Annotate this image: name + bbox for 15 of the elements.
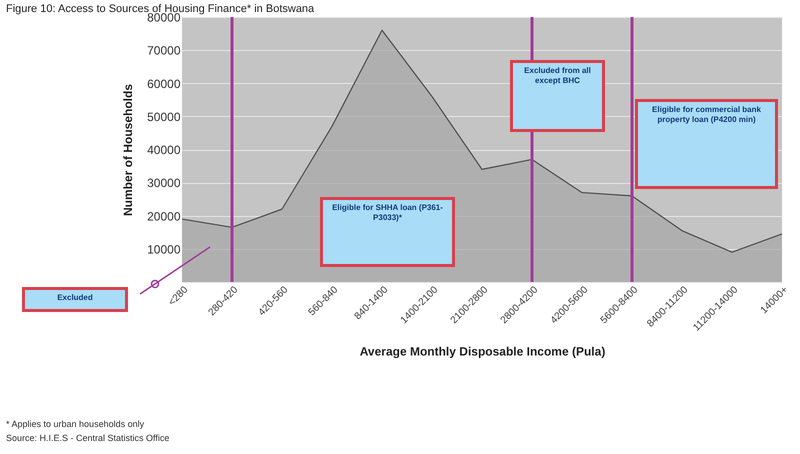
y-tick-label: 40000 <box>147 143 181 157</box>
text: * Applies to urban households only <box>6 419 145 429</box>
x-axis-title: Average Monthly Disposable Income (Pula) <box>360 344 606 359</box>
y-tick-label: 10000 <box>147 242 181 256</box>
y-axis-title: Number of Households <box>121 84 136 216</box>
y-tick-label: 30000 <box>147 176 181 190</box>
y-tick-label: 60000 <box>147 76 181 91</box>
note-box: Excluded <box>22 287 128 312</box>
note-box: Excluded from all except BHC <box>510 60 605 132</box>
note-box: Eligible for SHHA loan (P361-P3033)* <box>320 197 455 267</box>
y-tick-label: 50000 <box>147 110 181 124</box>
note-box: Eligible for commercial bank property loan (P4200 min) <box>635 99 778 189</box>
y-tick-label: 20000 <box>147 209 181 224</box>
y-tick-label: 70000 <box>147 44 181 58</box>
source-note: Source: H.I.E.S - Central Statistics Office <box>6 433 170 443</box>
